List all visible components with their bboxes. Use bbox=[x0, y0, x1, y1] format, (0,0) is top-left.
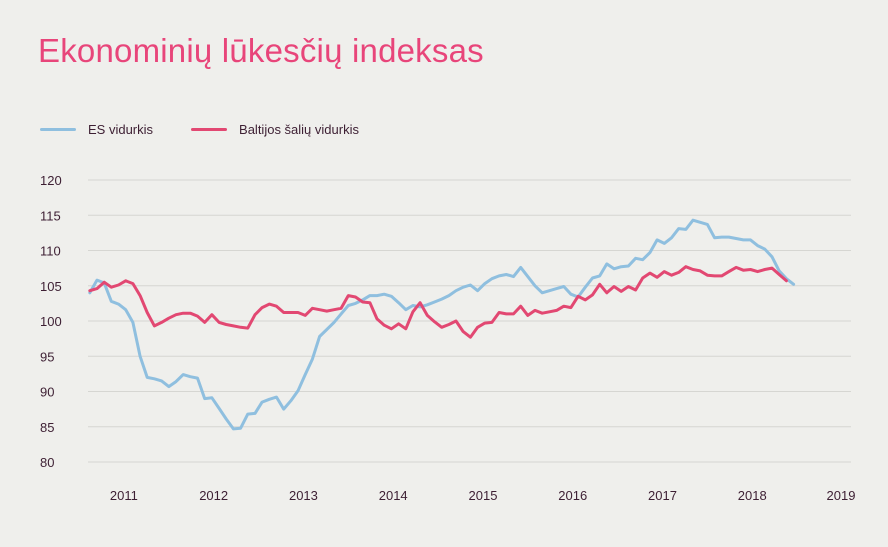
y-tick-label: 95 bbox=[40, 349, 54, 364]
y-tick-label: 85 bbox=[40, 420, 54, 435]
y-tick-label: 120 bbox=[40, 173, 62, 188]
legend-item-baltic: Baltijos šalių vidurkis bbox=[191, 122, 359, 137]
legend-item-es: ES vidurkis bbox=[40, 122, 153, 137]
x-axis-ticks: 2011 2012 2013 2014 2015 2016 2017 2018 2019 bbox=[110, 488, 856, 503]
y-tick-label: 110 bbox=[40, 244, 61, 259]
legend-swatch-baltic bbox=[191, 127, 228, 131]
x-tick-label: 2019 bbox=[827, 488, 856, 503]
y-tick-label: 80 bbox=[40, 455, 54, 470]
series-line-es bbox=[88, 218, 796, 431]
x-tick-label: 2016 bbox=[558, 488, 587, 503]
x-tick-label: 2013 bbox=[289, 488, 318, 503]
chart-title: Ekonominių lūkesčių indeksas bbox=[38, 32, 484, 69]
y-tick-label: 115 bbox=[40, 208, 61, 223]
y-tick-label: 90 bbox=[40, 385, 54, 400]
legend-label-baltic: Baltijos šalių vidurkis bbox=[239, 121, 359, 137]
legend-label-es: ES vidurkis bbox=[88, 121, 154, 137]
x-tick-label: 2011 bbox=[110, 488, 138, 503]
legend-swatch-es bbox=[40, 127, 76, 131]
y-tick-label: 100 bbox=[40, 314, 62, 329]
series-es bbox=[88, 218, 796, 431]
legend: ES vidurkis Baltijos šalių vidurkis bbox=[40, 120, 397, 138]
series-line-baltic bbox=[88, 265, 788, 339]
x-tick-label: 2012 bbox=[199, 488, 228, 503]
x-tick-label: 2018 bbox=[738, 488, 767, 503]
x-tick-label: 2014 bbox=[379, 488, 408, 503]
x-tick-label: 2015 bbox=[469, 488, 498, 503]
y-axis-ticks: 80 85 90 95 100 105 110 115 120 bbox=[40, 173, 62, 470]
series-baltic bbox=[88, 265, 788, 339]
x-tick-label: 2017 bbox=[648, 488, 677, 503]
series-lines bbox=[88, 218, 796, 431]
y-tick-label: 105 bbox=[40, 279, 62, 294]
